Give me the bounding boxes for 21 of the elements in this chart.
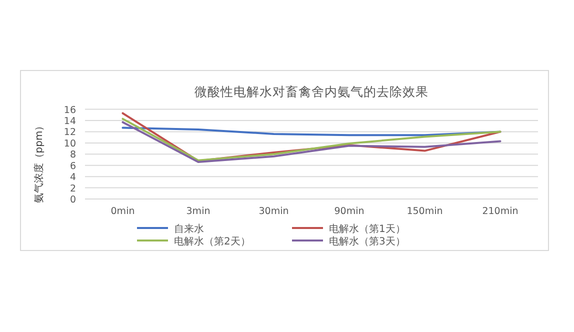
y-tick-label: 16 xyxy=(64,104,76,116)
x-tick-label: 0min xyxy=(110,206,135,217)
y-tick-label: 2 xyxy=(70,183,76,194)
y-axis-title: 氨气浓度（ppm） xyxy=(33,120,45,204)
x-tick-label: 150min xyxy=(406,206,443,217)
chart-title: 微酸性电解水对畜禽舍内氨气的去除效果 xyxy=(194,84,428,99)
x-tick-label: 30min xyxy=(258,206,289,217)
legend-label: 电解水（第2天） xyxy=(174,235,250,248)
legend-label: 电解水（第1天） xyxy=(329,222,406,235)
y-tick-label: 6 xyxy=(70,160,76,172)
y-tick-label: 4 xyxy=(70,172,76,184)
y-tick-label: 0 xyxy=(70,194,76,206)
y-tick-label: 10 xyxy=(64,138,76,150)
x-tick-label: 3min xyxy=(186,206,210,217)
legend-label: 电解水（第3天） xyxy=(329,235,406,248)
legend-label: 自来水 xyxy=(174,222,204,235)
y-tick-label: 12 xyxy=(64,127,76,138)
x-tick-label: 210min xyxy=(482,206,518,217)
x-tick-label: 90min xyxy=(334,206,364,217)
y-tick-label: 8 xyxy=(70,150,76,161)
y-tick-label: 14 xyxy=(64,116,76,128)
